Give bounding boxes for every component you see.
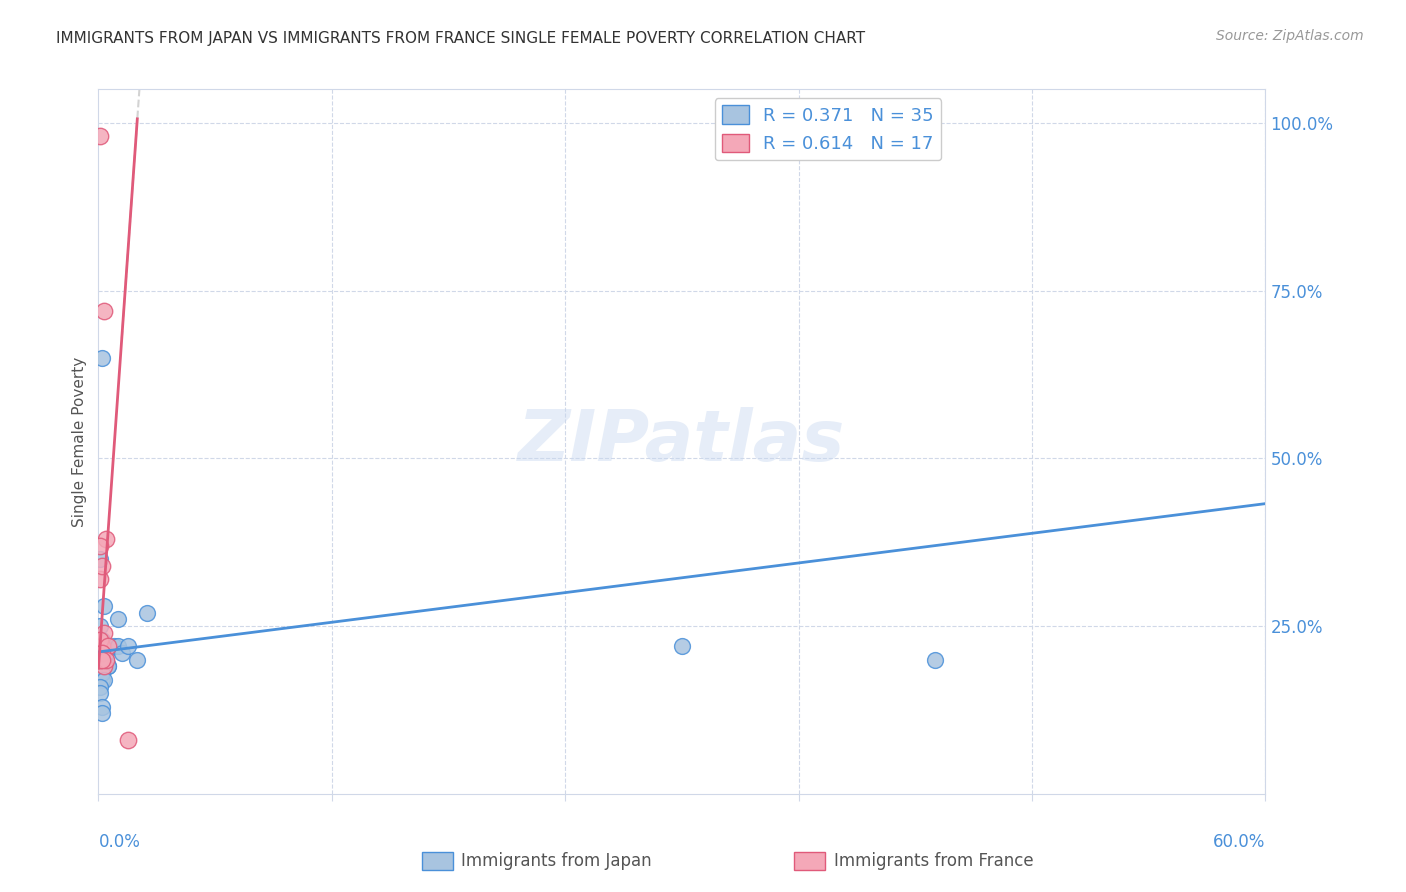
Point — [91, 558, 114, 573]
Text: Source: ZipAtlas.com: Source: ZipAtlas.com — [1216, 29, 1364, 43]
Point — [91, 639, 114, 653]
Point — [107, 639, 129, 653]
Point — [924, 653, 946, 667]
Point — [93, 673, 115, 687]
Point — [97, 659, 120, 673]
Legend: R = 0.371   N = 35, R = 0.614   N = 17: R = 0.371 N = 35, R = 0.614 N = 17 — [714, 98, 941, 161]
Point — [89, 646, 111, 660]
Point — [96, 646, 118, 660]
Point — [117, 733, 139, 747]
Point — [93, 639, 115, 653]
Point — [89, 653, 111, 667]
Point — [91, 646, 114, 660]
Point — [89, 666, 111, 681]
Point — [91, 646, 114, 660]
Point — [89, 686, 111, 700]
Point — [127, 653, 149, 667]
Text: 0.0%: 0.0% — [98, 832, 141, 851]
Point — [91, 632, 114, 647]
Point — [91, 639, 114, 653]
Point — [93, 625, 115, 640]
Point — [89, 572, 111, 586]
Point — [89, 552, 111, 566]
Point — [96, 532, 118, 546]
Point — [91, 653, 114, 667]
Point — [107, 612, 129, 626]
Point — [91, 646, 114, 660]
Point — [671, 639, 693, 653]
Point — [89, 659, 111, 673]
Point — [93, 659, 115, 673]
Point — [89, 129, 111, 144]
Point — [93, 303, 115, 318]
Point — [96, 653, 118, 667]
Point — [89, 680, 111, 694]
Point — [103, 639, 125, 653]
Point — [89, 632, 111, 647]
Point — [91, 706, 114, 721]
Text: ZIPatlas: ZIPatlas — [519, 407, 845, 476]
Point — [91, 666, 114, 681]
Point — [91, 653, 114, 667]
Point — [91, 699, 114, 714]
Point — [89, 619, 111, 633]
Point — [91, 673, 114, 687]
Text: Immigrants from France: Immigrants from France — [834, 852, 1033, 870]
Point — [96, 653, 118, 667]
Point — [111, 646, 134, 660]
Y-axis label: Single Female Poverty: Single Female Poverty — [72, 357, 87, 526]
Point — [89, 653, 111, 667]
Point — [93, 599, 115, 613]
Point — [89, 539, 111, 553]
Point — [89, 632, 111, 647]
Point — [91, 351, 114, 365]
Text: IMMIGRANTS FROM JAPAN VS IMMIGRANTS FROM FRANCE SINGLE FEMALE POVERTY CORRELATIO: IMMIGRANTS FROM JAPAN VS IMMIGRANTS FROM… — [56, 31, 865, 46]
Point — [97, 659, 120, 673]
Point — [117, 639, 139, 653]
Text: 60.0%: 60.0% — [1213, 832, 1265, 851]
Text: Immigrants from Japan: Immigrants from Japan — [461, 852, 652, 870]
Point — [97, 639, 120, 653]
Point — [136, 606, 159, 620]
Point — [93, 639, 115, 653]
